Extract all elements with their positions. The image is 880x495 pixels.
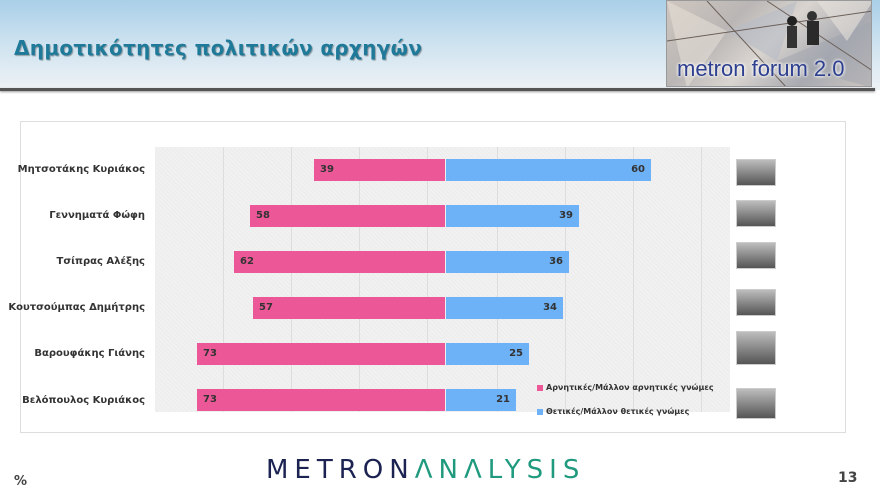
politician-photo: [736, 388, 776, 419]
page-number: 13: [838, 470, 858, 486]
legend-label: Αρνητικές/Μάλλον αρνητικές γνώμες: [546, 383, 714, 392]
brand-part-1: METRON: [266, 455, 415, 485]
page-title: Δημοτικότητες πολιτικών αρχηγών: [14, 36, 423, 60]
row-label: Μητσοτάκης Κυριάκος: [17, 164, 145, 175]
row-label: Γεννηματά Φώφη: [49, 210, 145, 221]
legend-item-positive: Θετικές/Μάλλον θετικές γνώμες: [537, 407, 689, 416]
gridline: [633, 147, 634, 412]
brand-part-2: ΛNΛLYSIS: [414, 455, 586, 485]
gridline: [565, 147, 566, 412]
politician-photo: [736, 159, 776, 186]
header-divider: [0, 88, 875, 91]
abstract-photo-icon: [667, 1, 871, 86]
plot-area: [155, 147, 730, 412]
forum-logo-image: metron forum 2.0: [666, 0, 872, 87]
metron-analysis-logo: METRONΛNΛLYSIS: [266, 455, 585, 485]
positive-bar: 60: [446, 159, 651, 181]
row-label: Βαρουφάκης Γιάνης: [34, 348, 145, 359]
gridline: [291, 147, 292, 412]
legend-swatch-negative-icon: [537, 384, 543, 391]
legend-swatch-positive-icon: [537, 408, 543, 415]
positive-bar: 39: [446, 205, 579, 227]
negative-bar: 57: [253, 297, 445, 319]
positive-bar: 25: [446, 343, 529, 365]
positive-bar: 36: [446, 251, 569, 273]
politician-photo: [736, 200, 776, 227]
negative-bar: 62: [234, 251, 445, 273]
gridline: [359, 147, 360, 412]
row-label: Βελόπουλος Κυριάκος: [22, 395, 145, 406]
politician-photo: [736, 289, 776, 316]
gridline: [497, 147, 498, 412]
positive-bar: 34: [446, 297, 563, 319]
row-label: Κουτσούμπας Δημήτρης: [8, 302, 145, 313]
positive-bar: 21: [446, 389, 516, 411]
header-banner: Δημοτικότητες πολιτικών αρχηγών metron f…: [0, 0, 880, 90]
gridline: [427, 147, 428, 412]
negative-bar: 73: [197, 343, 445, 365]
politician-photo: [736, 242, 776, 269]
negative-bar: 58: [250, 205, 445, 227]
negative-bar: 39: [314, 159, 445, 181]
politician-photo: [736, 331, 776, 365]
unit-label: %: [14, 474, 28, 489]
negative-bar: 73: [197, 389, 445, 411]
legend-label: Θετικές/Μάλλον θετικές γνώμες: [546, 407, 690, 416]
row-label: Τσίπρας Αλέξης: [56, 256, 145, 267]
gridline: [223, 147, 224, 412]
legend-item-negative: Αρνητικές/Μάλλον αρνητικές γνώμες: [537, 383, 714, 392]
gridline: [701, 147, 702, 412]
forum-logo-text: metron forum 2.0: [677, 56, 845, 81]
